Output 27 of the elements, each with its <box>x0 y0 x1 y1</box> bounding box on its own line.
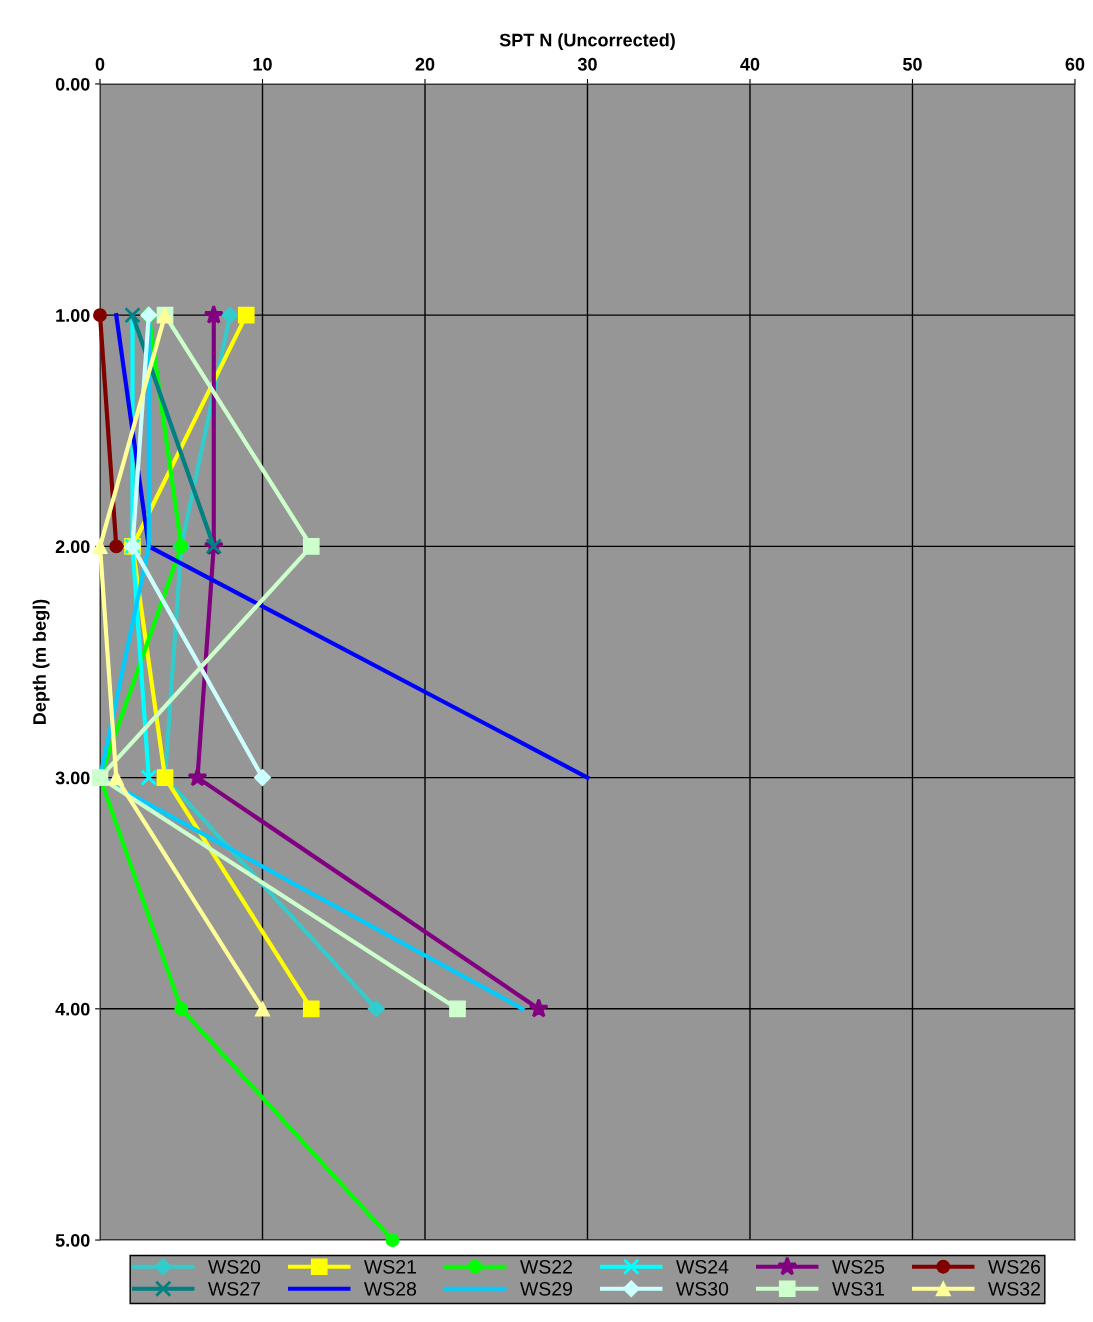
legend-label: WS22 <box>520 1259 572 1274</box>
x-tick-label: 40 <box>740 57 760 71</box>
x-tick-label: 10 <box>253 57 272 71</box>
legend-label: WS27 <box>208 1281 260 1296</box>
x-tick-label: 30 <box>577 57 597 71</box>
y-tick-label: 4.00 <box>55 1002 90 1016</box>
legend-label: WS26 <box>988 1259 1041 1274</box>
legend-label: WS21 <box>364 1259 416 1274</box>
y-tick-label: 1.00 <box>56 309 90 322</box>
legend-label: WS20 <box>208 1259 261 1274</box>
legend-label: WS25 <box>832 1259 885 1274</box>
y-tick-label: 2.00 <box>55 540 90 554</box>
x-tick-label: 0 <box>95 57 105 71</box>
x-axis-title: SPT N (Uncorrected) <box>499 33 675 51</box>
legend-label: WS24 <box>676 1259 729 1274</box>
y-tick-label: 5.00 <box>55 1233 90 1247</box>
x-tick-label: 50 <box>902 57 922 71</box>
x-tick-label: 60 <box>1065 57 1085 71</box>
legend-label: WS28 <box>364 1281 417 1296</box>
x-tick-label: 20 <box>415 57 435 71</box>
y-tick-label: 3.00 <box>55 771 90 785</box>
legend-label: WS29 <box>520 1281 572 1296</box>
legend-label: WS32 <box>988 1281 1040 1296</box>
y-axis-title: Depth (m begl) <box>32 599 50 724</box>
legend-label: WS31 <box>832 1281 884 1296</box>
legend-label: WS30 <box>676 1281 729 1296</box>
y-tick-label: 0.00 <box>55 77 90 91</box>
